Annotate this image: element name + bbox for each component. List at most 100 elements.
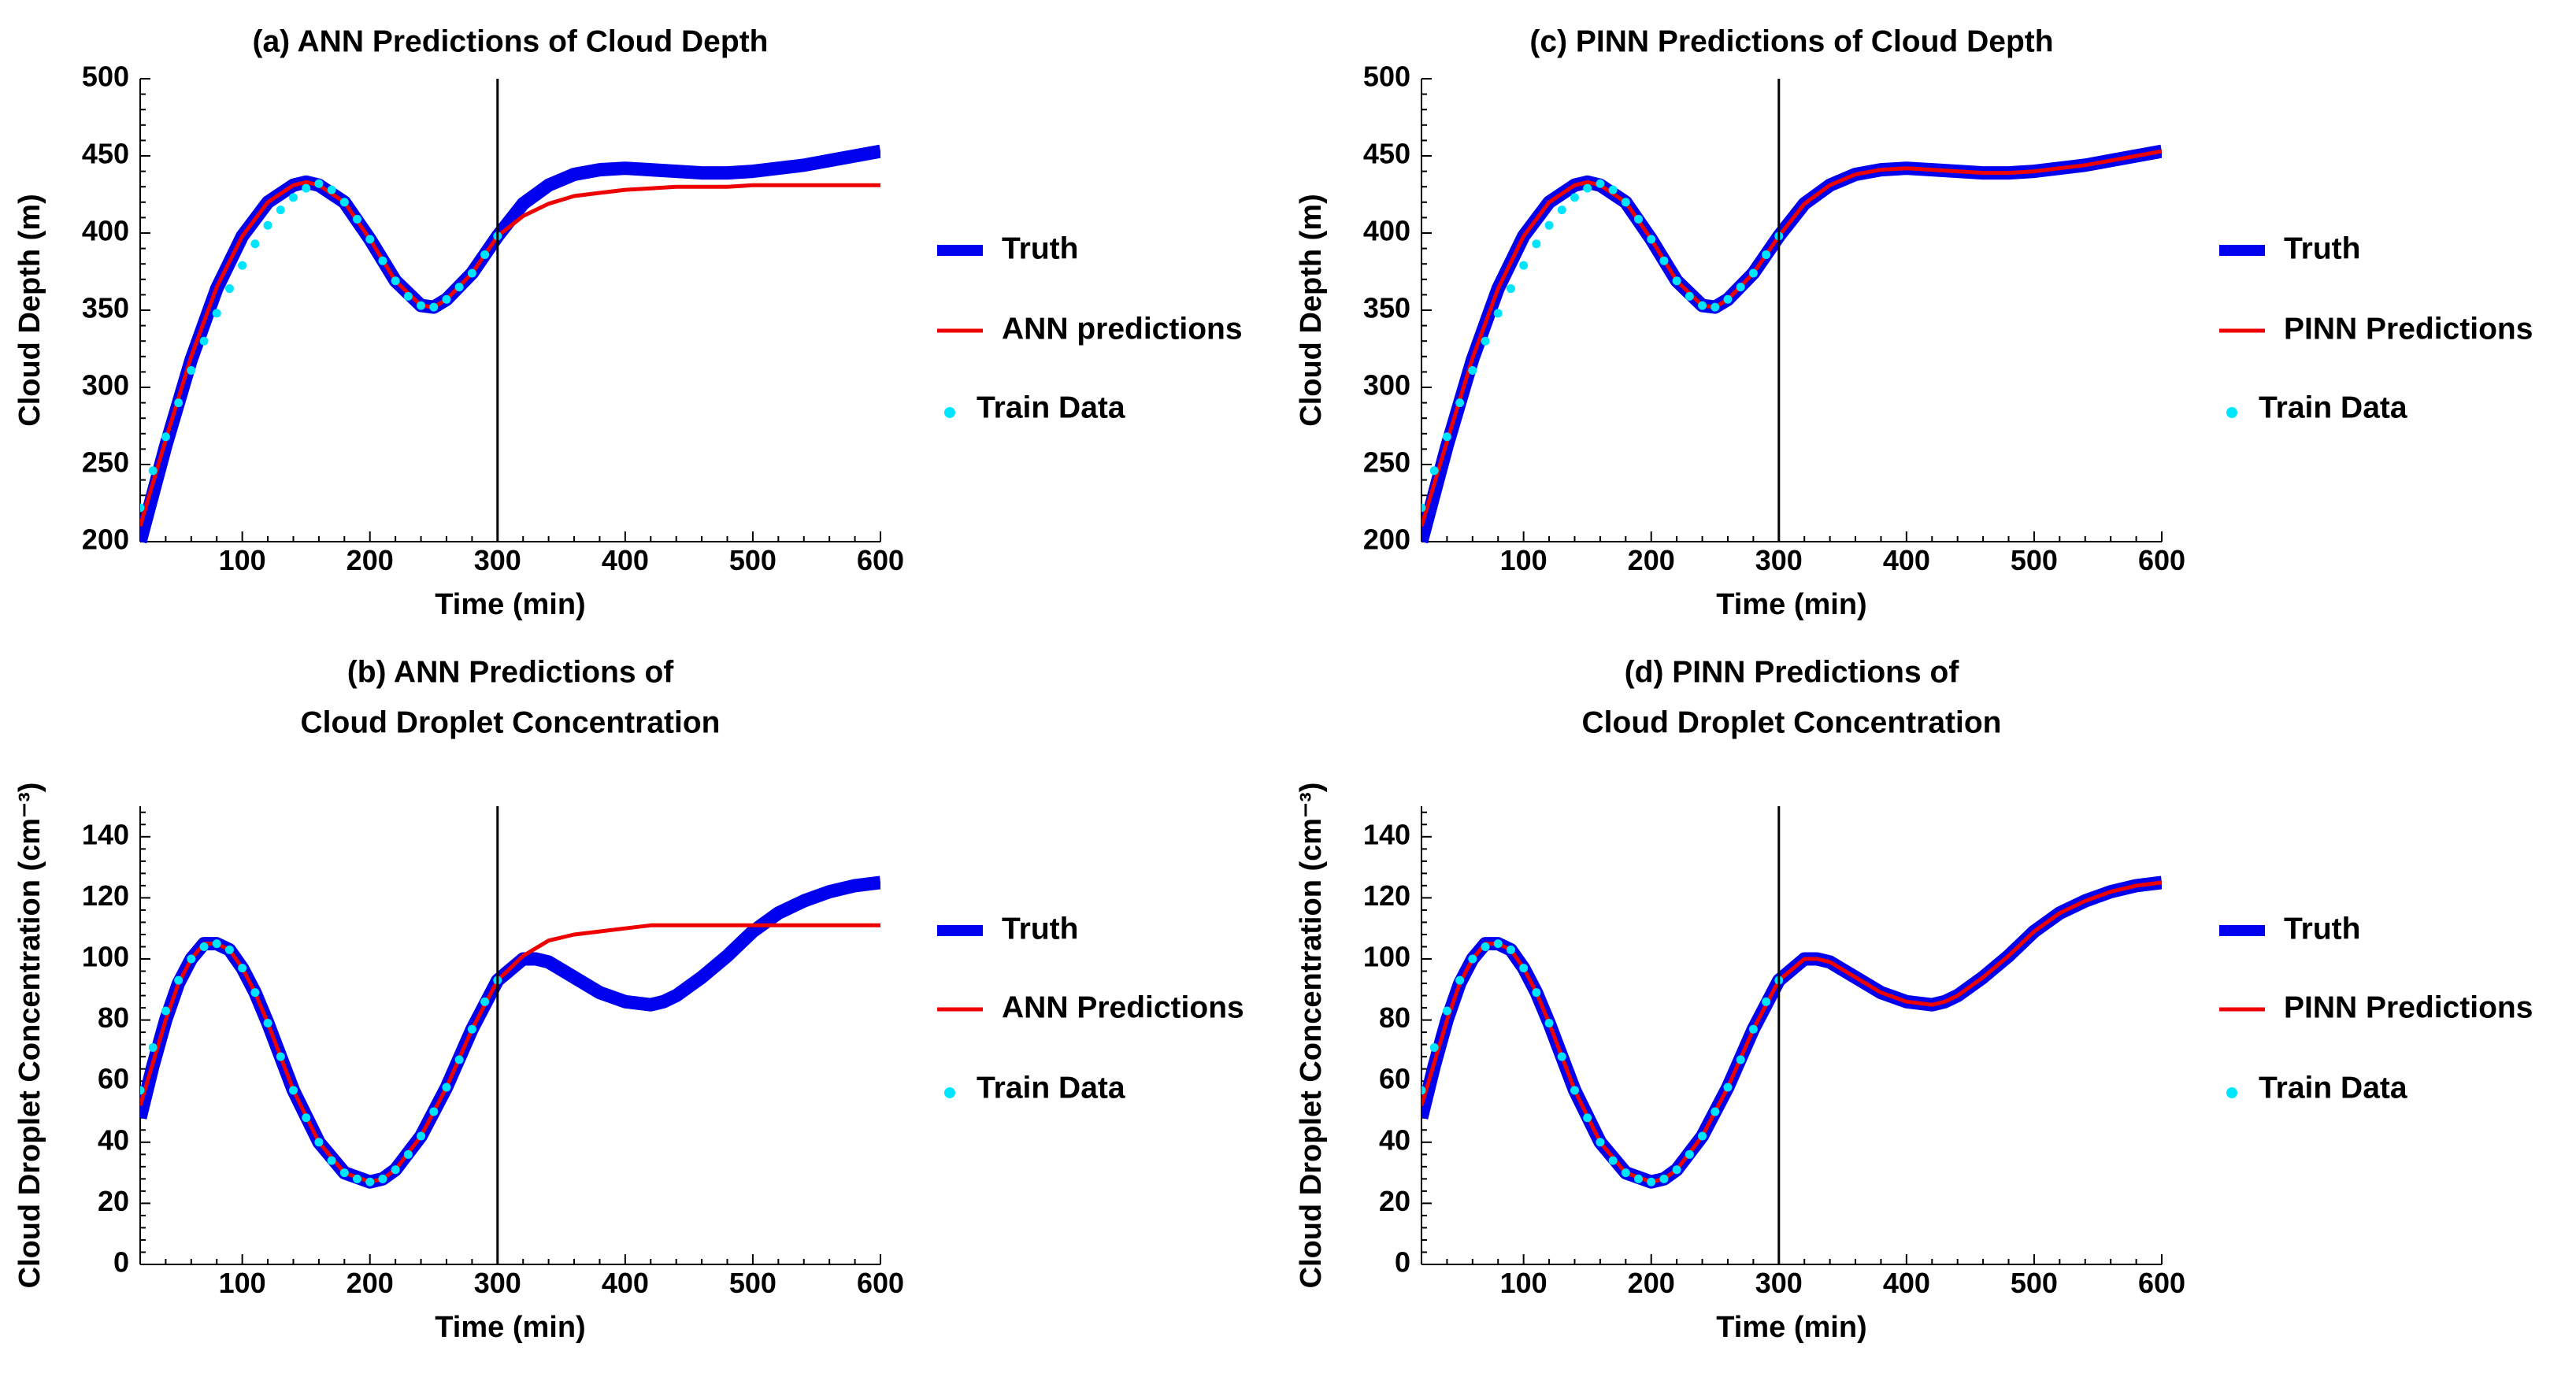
- y-tick-label-a: 300: [82, 369, 129, 402]
- x-tick-label-a: 200: [347, 544, 394, 576]
- train-data-point-d: [1762, 997, 1771, 1006]
- y-tick-label-b: 140: [82, 818, 129, 850]
- legend-d: Truth PINN Predictions Train Data: [2219, 912, 2533, 1105]
- y-tick-label-a: 200: [82, 524, 129, 556]
- train-data-point-a: [161, 432, 170, 442]
- chart-title-d-line-2: Cloud Droplet Concentration: [1582, 705, 2002, 739]
- legend-train-label-d: Train Data: [2259, 1071, 2407, 1105]
- train-data-point-d: [1634, 1174, 1644, 1183]
- chart-title-c: (c) PINN Predictions of Cloud Depth: [1529, 24, 2053, 58]
- train-data-point-d: [1659, 1174, 1669, 1183]
- train-data-point-c: [1455, 398, 1465, 408]
- train-data-point-a: [417, 301, 426, 310]
- y-tick-label-d: 120: [1363, 879, 1410, 912]
- y-tick-label-d: 100: [1363, 941, 1410, 973]
- train-data-point-d: [1493, 939, 1503, 949]
- train-data-point-b: [442, 1083, 451, 1092]
- train-data-point-a: [454, 283, 464, 292]
- x-tick-label-b: 600: [857, 1267, 904, 1299]
- train-data-point-d: [1506, 945, 1515, 954]
- train-data-point-b: [467, 1024, 476, 1034]
- train-data-point-c: [1685, 291, 1694, 301]
- train-data-point-d: [1596, 1138, 1605, 1147]
- train-data-point-b: [212, 939, 221, 949]
- train-data-point-c: [1532, 239, 1541, 249]
- y-axis-label-a: Cloud Depth (m): [13, 194, 46, 427]
- train-data-point-b: [480, 997, 490, 1006]
- x-tick-label-b: 100: [219, 1267, 266, 1299]
- train-data-point-a: [174, 398, 183, 408]
- train-data-point-d: [1698, 1131, 1707, 1141]
- y-axis-label-d: Cloud Droplet Concentration (cm⁻³): [1295, 783, 1328, 1289]
- x-tick-label-b: 400: [602, 1267, 649, 1299]
- y-axis-label-b: Cloud Droplet Concentration (cm⁻³): [13, 783, 46, 1289]
- train-data-point-a: [187, 365, 196, 375]
- train-data-point-d: [1748, 1024, 1758, 1034]
- train-data-point-b: [224, 945, 234, 954]
- x-axis-label-b: Time (min): [435, 1311, 585, 1344]
- plot-area-b: [140, 875, 880, 1189]
- train-data-point-c: [1748, 268, 1758, 278]
- train-data-point-b: [302, 1113, 311, 1123]
- train-data-point-b: [417, 1131, 426, 1141]
- train-data-point-c: [1481, 336, 1490, 346]
- x-axis-label-a: Time (min): [435, 588, 585, 621]
- legend-train-swatch-c: [2226, 407, 2237, 418]
- legend-train-label-c: Train Data: [2259, 391, 2407, 424]
- y-tick-label-c: 300: [1363, 369, 1410, 402]
- train-data-point-b: [429, 1107, 439, 1116]
- legend-truth-label-c: Truth: [2284, 231, 2360, 265]
- legend-truth-label-d: Truth: [2284, 912, 2360, 946]
- plot-area-c: [1421, 144, 2162, 544]
- y-tick-label-c: 400: [1363, 215, 1410, 247]
- train-data-point-c: [1468, 365, 1477, 375]
- x-tick-label-d: 400: [1883, 1267, 1930, 1299]
- train-data-point-a: [327, 185, 336, 194]
- train-data-point-a: [391, 276, 400, 286]
- y-tick-label-a: 350: [82, 292, 129, 324]
- train-data-point-a: [378, 256, 387, 265]
- train-data-point-d: [1583, 1113, 1592, 1123]
- x-tick-label-c: 300: [1755, 544, 1803, 576]
- train-data-point-d: [1608, 1156, 1618, 1165]
- train-data-point-a: [480, 250, 490, 259]
- x-axis-label-c: Time (min): [1716, 588, 1866, 621]
- train-data-point-b: [403, 1149, 413, 1159]
- panel-a: (a) ANN Predictions of Cloud Depth 100 200…: [13, 24, 1243, 621]
- legend-train-label-b: Train Data: [977, 1071, 1125, 1105]
- train-data-point-c: [1762, 250, 1771, 259]
- train-data-point-b: [327, 1156, 336, 1165]
- train-data-point-a: [276, 205, 285, 215]
- x-tick-label-b: 200: [347, 1267, 394, 1299]
- train-data-point-c: [1544, 220, 1554, 230]
- train-data-point-a: [442, 294, 451, 304]
- y-tick-label-d: 60: [1379, 1063, 1410, 1095]
- legend-train-swatch-a: [944, 407, 955, 418]
- x-tick-label-d: 100: [1500, 1267, 1547, 1299]
- train-data-point-c: [1672, 276, 1681, 286]
- y-tick-label-d: 140: [1363, 818, 1410, 850]
- y-tick-label-b: 120: [82, 879, 129, 912]
- train-data-point-c: [1519, 261, 1529, 270]
- legend-truth-label-a: Truth: [1002, 231, 1078, 265]
- x-tick-label-b: 300: [474, 1267, 521, 1299]
- y-tick-label-c: 350: [1363, 292, 1410, 324]
- train-data-point-c: [1583, 183, 1592, 193]
- x-tick-label-c: 600: [2138, 544, 2185, 576]
- y-tick-label-a: 400: [82, 215, 129, 247]
- train-data-point-a: [429, 302, 439, 312]
- train-data-point-a: [224, 284, 234, 294]
- train-data-point-b: [365, 1177, 375, 1186]
- legend-prediction-label-a: ANN predictions: [1002, 312, 1243, 346]
- train-data-point-d: [1621, 1168, 1630, 1178]
- train-data-point-b: [161, 1006, 170, 1016]
- train-data-point-a: [365, 235, 375, 244]
- train-data-point-d: [1647, 1177, 1656, 1186]
- legend-train-swatch-b: [944, 1087, 955, 1098]
- x-tick-label-d: 300: [1755, 1267, 1803, 1299]
- train-data-point-d: [1429, 1043, 1439, 1053]
- train-data-point-a: [302, 183, 311, 193]
- train-data-point-d: [1685, 1149, 1694, 1159]
- plot-area-a: [140, 144, 880, 544]
- train-data-point-d: [1723, 1083, 1733, 1092]
